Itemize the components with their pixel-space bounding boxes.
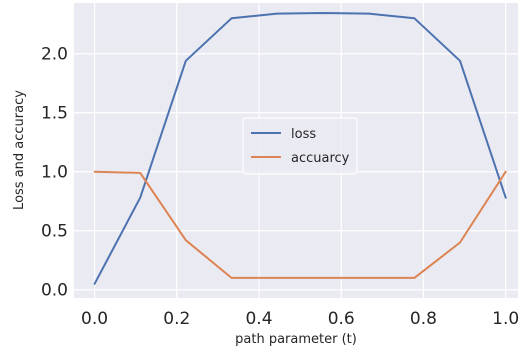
y-tick-labels: 0.0 0.5 1.0 1.5 2.0 xyxy=(41,45,68,301)
x-tick-label: 0.6 xyxy=(328,309,355,329)
y-tick-label: 1.0 xyxy=(41,163,68,183)
series-line-loss xyxy=(93,12,507,285)
y-tick-label: 0.5 xyxy=(41,222,68,242)
x-tick-label: 0.0 xyxy=(81,309,108,329)
y-axis-label: Loss and accuracy xyxy=(12,90,27,210)
x-tick-label: 1.0 xyxy=(492,309,519,329)
y-tick-label: 1.5 xyxy=(41,104,68,124)
legend-label-loss: loss xyxy=(291,127,316,142)
series-line-accuarcy xyxy=(93,170,507,279)
x-tick-labels: 0.0 0.2 0.4 0.6 0.8 1.0 xyxy=(81,309,519,329)
series-lines xyxy=(93,12,507,285)
x-tick-label: 0.8 xyxy=(410,309,437,329)
y-tick-label: 0.0 xyxy=(41,281,68,301)
x-tick-label: 0.2 xyxy=(163,309,190,329)
legend: loss accuarcy xyxy=(242,117,358,175)
legend-label-accuarcy: accuarcy xyxy=(291,151,350,166)
x-tick-label: 0.4 xyxy=(245,309,272,329)
x-axis-label: path parameter (t) xyxy=(235,332,357,347)
y-tick-label: 2.0 xyxy=(41,45,68,65)
